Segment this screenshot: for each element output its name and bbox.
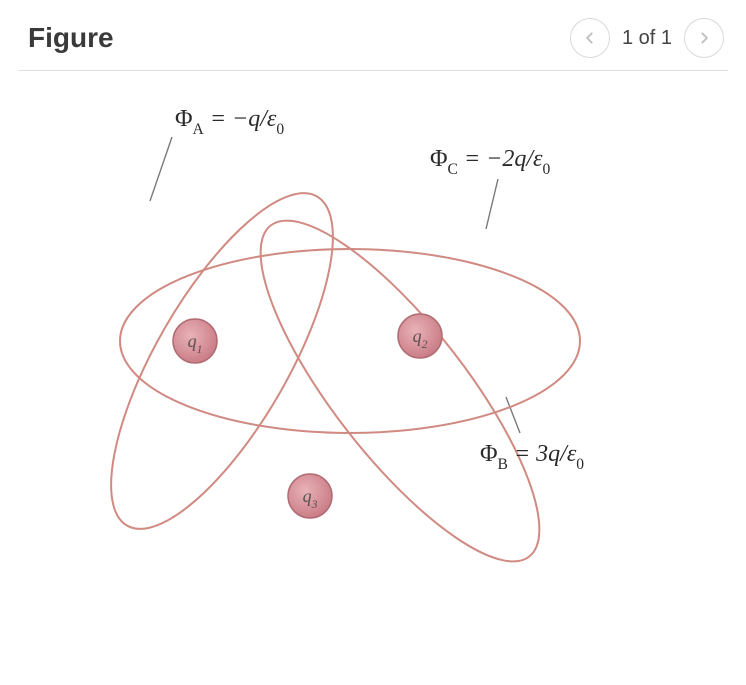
leader-lines (150, 137, 520, 433)
pager-text: 1 of 1 (622, 27, 672, 50)
flux-label-C: ΦC = −2q/ε0 (430, 146, 550, 178)
next-button[interactable] (684, 18, 724, 58)
figure-header: Figure 1 of 1 (0, 0, 746, 70)
leader-line-A (150, 137, 172, 201)
flux-label-B: ΦB = 3q/ε0 (480, 441, 584, 473)
flux-label-A: ΦA = −q/ε0 (175, 106, 284, 138)
flux-labels: ΦA = −q/ε0 ΦC = −2q/ε0 ΦB = 3q/ε0 (175, 106, 584, 473)
gaussian-surfaces (70, 163, 581, 597)
surface-C (219, 185, 582, 597)
figure-pager: 1 of 1 (570, 18, 724, 58)
leader-line-C (486, 179, 498, 229)
figure-svg: q1q2q3 ΦA = −q/ε0ΦC = −2q/ε0ΦB = 3q/ε0 (0, 71, 746, 671)
chevron-left-icon (583, 31, 597, 45)
chevron-right-icon (697, 31, 711, 45)
prev-button[interactable] (570, 18, 610, 58)
figure-stage: q1q2q3 ΦA = −q/ε0ΦC = −2q/ε0ΦB = 3q/ε0 (0, 71, 746, 671)
figure-title: Figure (28, 22, 114, 54)
leader-line-B (506, 397, 520, 433)
